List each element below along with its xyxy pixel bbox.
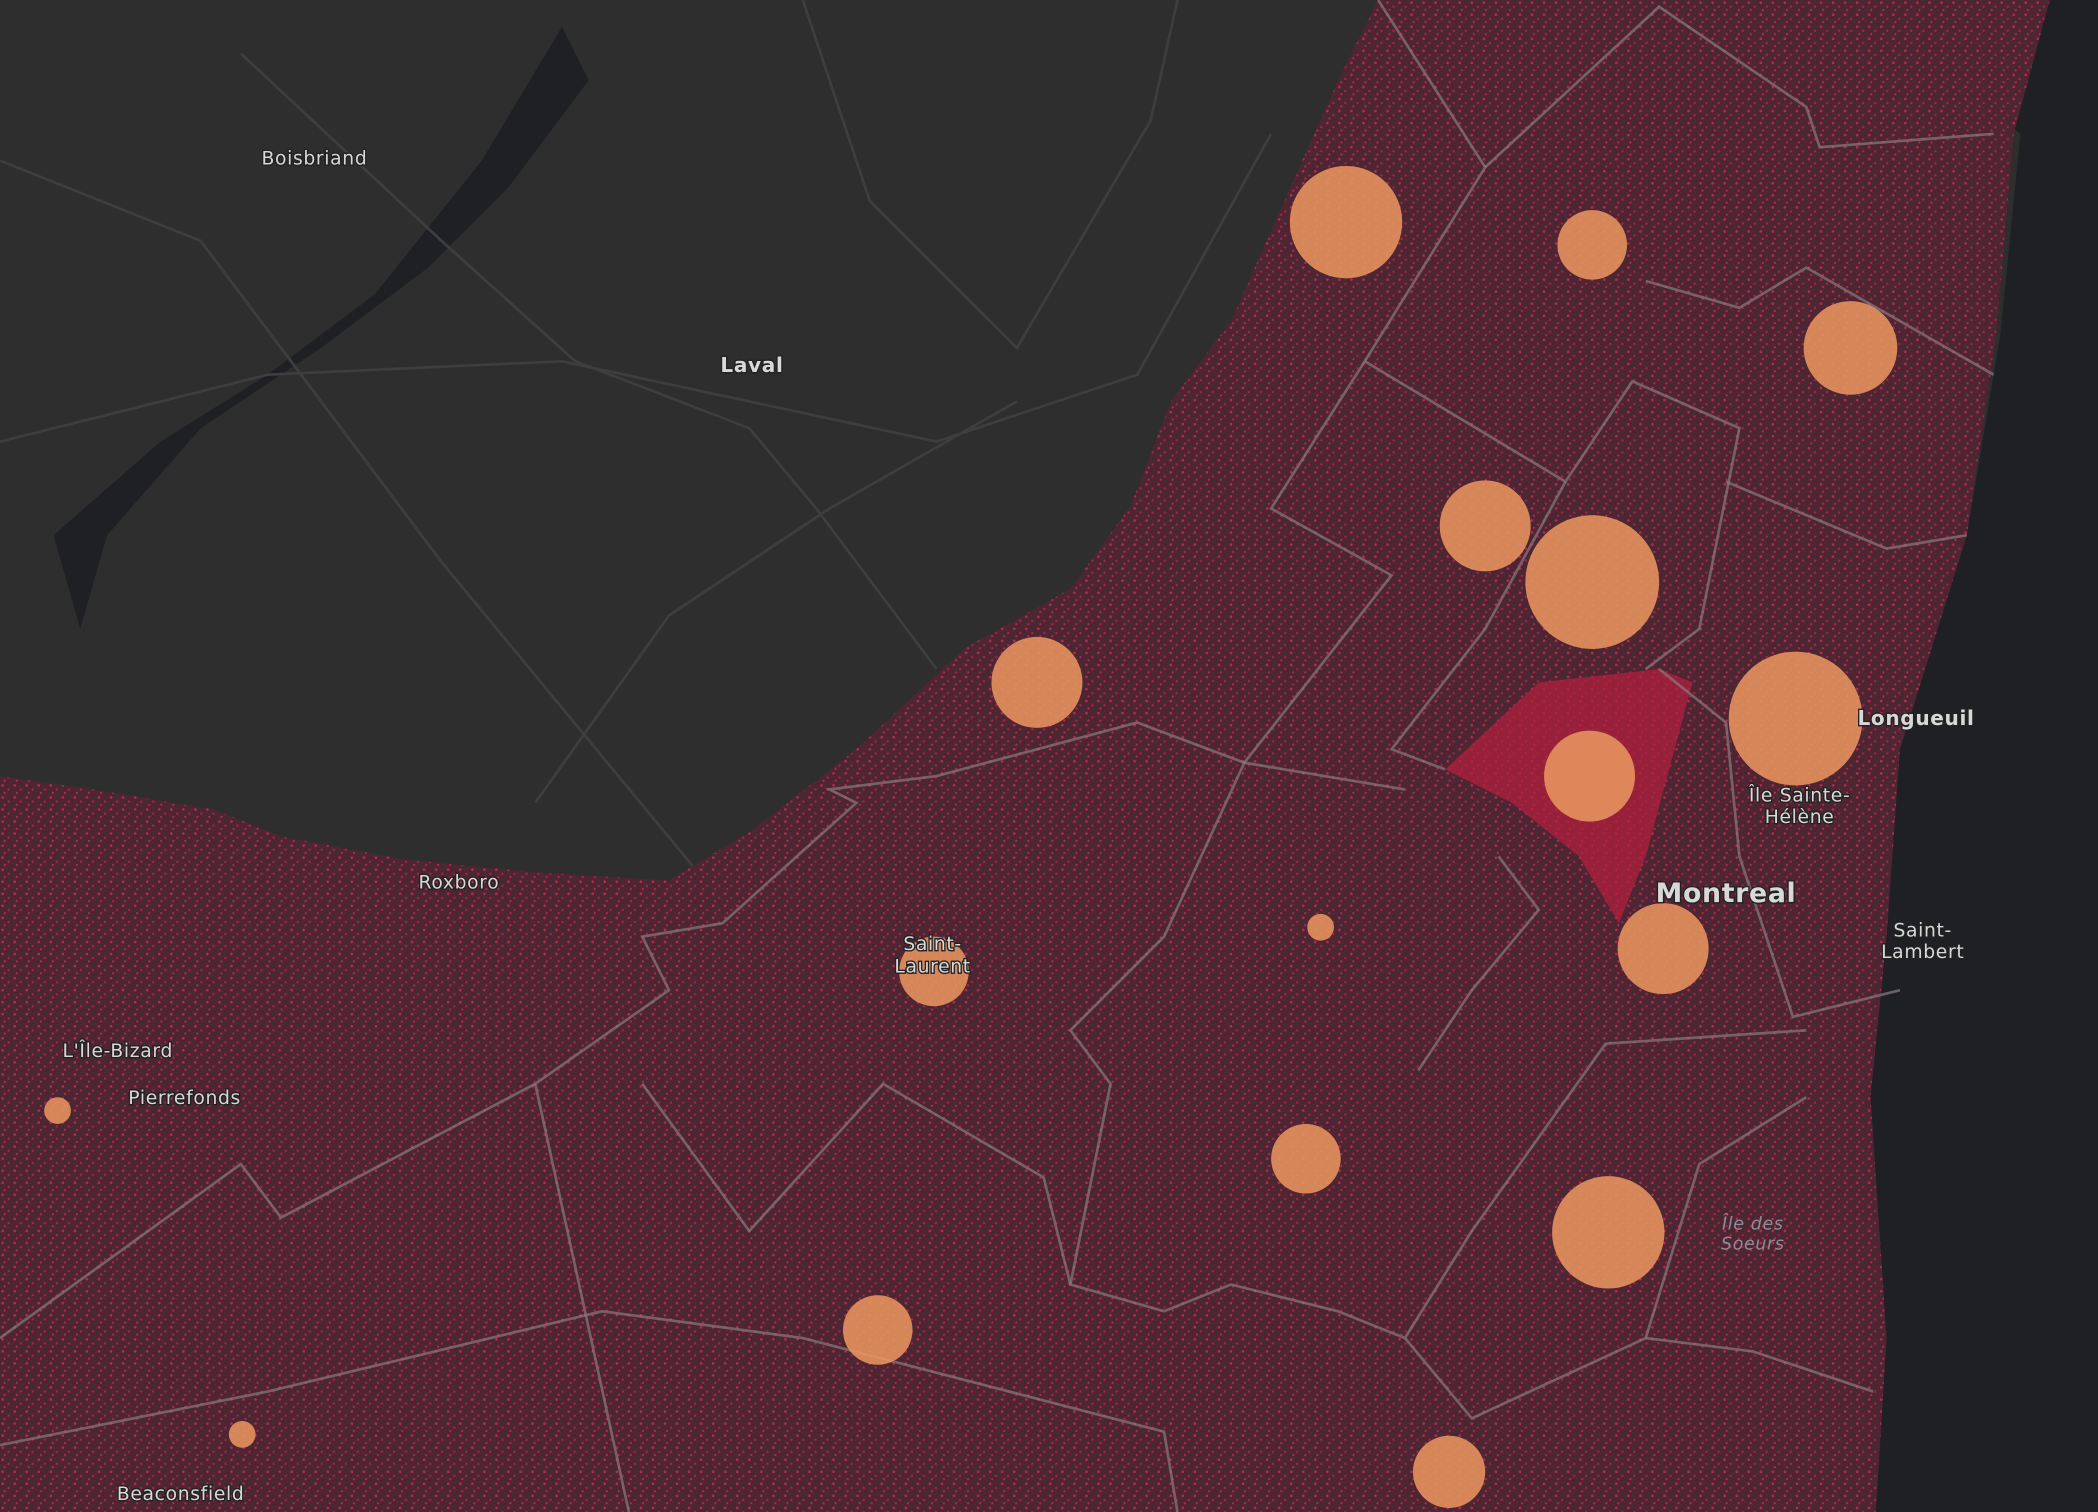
- label-line: Île Sainte-: [1748, 783, 1851, 806]
- symbol: [899, 936, 969, 1007]
- place-label: Laval: [720, 353, 783, 377]
- symbol: [1525, 515, 1660, 649]
- place-labels: Boisbriand Laval Roxboro Saint-Laurent L…: [61, 147, 1975, 1506]
- place-label: L'Île-Bizard: [62, 1039, 173, 1062]
- place-label: Saint-Lambert: [1881, 921, 1964, 963]
- district-boundaries: [0, 0, 1995, 1512]
- river: [1846, 0, 2098, 1512]
- symbol: [842, 1295, 913, 1365]
- symbol: [991, 636, 1083, 728]
- label-line: Saint-: [1893, 921, 1952, 942]
- place-label: Île Sainte-Hélène: [1748, 783, 1851, 827]
- symbol: [1544, 730, 1636, 822]
- symbol: [1289, 165, 1403, 279]
- place-label: Pierrefonds: [128, 1088, 241, 1109]
- place-label: Boisbriand: [261, 149, 367, 170]
- label-line: Hélène: [1765, 807, 1835, 828]
- symbol: [1557, 210, 1628, 280]
- label-line: Laurent: [894, 957, 970, 978]
- symbol: [44, 1097, 71, 1124]
- water: [53, 26, 589, 629]
- symbol: [1412, 1435, 1486, 1508]
- place-label: Beaconsfield: [117, 1484, 245, 1505]
- place-label: Roxboro: [419, 872, 500, 893]
- roads: [0, 0, 1273, 871]
- proportional-symbols: [44, 165, 1898, 1508]
- symbol: [1617, 903, 1709, 995]
- symbol: [1552, 1176, 1665, 1289]
- water-label: Île des Soeurs: [1721, 1213, 1785, 1255]
- place-label: Saint-Laurent: [894, 934, 970, 978]
- symbol: [1271, 1123, 1341, 1194]
- label-line: Saint-: [903, 934, 962, 955]
- symbol: [1439, 480, 1531, 572]
- density-dots: [0, 0, 2050, 1512]
- place-label: Montreal: [1656, 878, 1797, 909]
- label-line: Lambert: [1881, 942, 1964, 963]
- label-line: Île des: [1722, 1213, 1784, 1235]
- label-line: Soeurs: [1721, 1235, 1785, 1255]
- symbol: [1803, 301, 1898, 395]
- symbol: [1728, 651, 1863, 786]
- place-label: Longueuil: [1857, 706, 1974, 730]
- symbol: [1307, 913, 1334, 941]
- symbol: [228, 1420, 256, 1448]
